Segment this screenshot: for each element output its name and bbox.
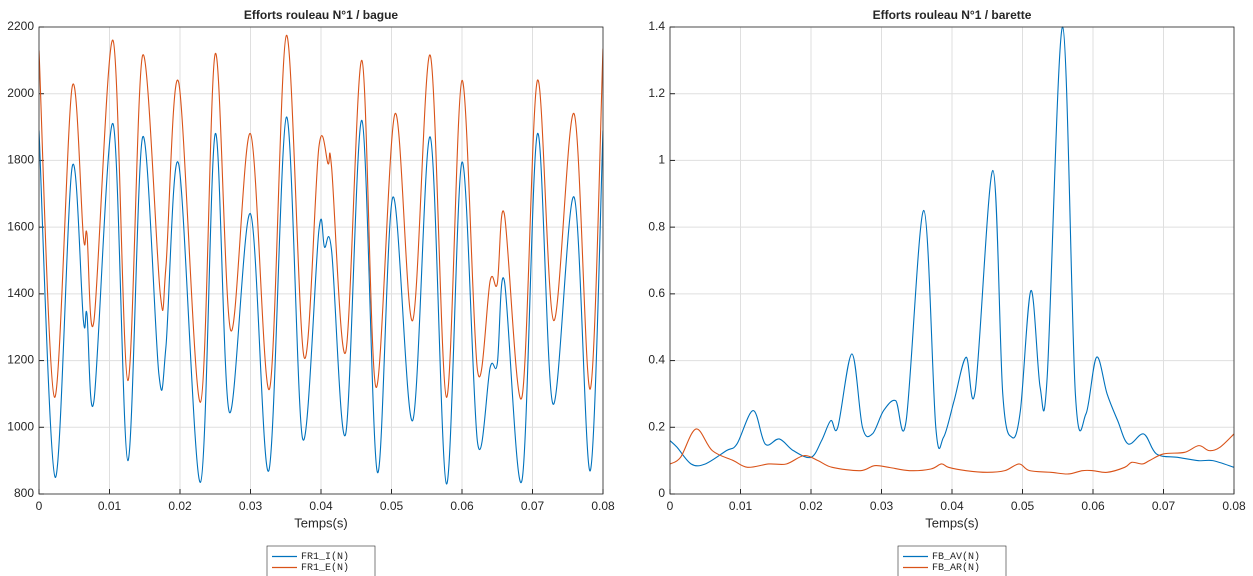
legend-label: FR1_I(N) <box>301 551 349 563</box>
series-line <box>39 34 603 403</box>
x-tick-label: 0.06 <box>1081 499 1105 513</box>
legend-label: FB_AV(N) <box>932 551 980 563</box>
y-tick-label: 1000 <box>7 419 34 433</box>
legend <box>266 545 376 576</box>
axes-frame <box>669 26 1235 495</box>
y-tick-label: 1800 <box>7 153 34 167</box>
x-tick-label: 0.06 <box>450 499 474 513</box>
series-line <box>670 428 1234 475</box>
chart-title: Efforts rouleau N°1 / barette <box>873 8 1032 22</box>
x-tick-label: 0 <box>36 499 43 513</box>
series-line <box>670 26 1234 468</box>
x-tick-label: 0.08 <box>1222 499 1246 513</box>
chart: 0 0.01 0.02 0.03 0.04 0.05 0.06 0.07 0.08 800 1000… <box>7 8 615 576</box>
x-axis-label: Temps(s) <box>925 515 978 530</box>
chart: 0 0.01 0.02 0.03 0.04 0.05 0.06 0.07 0.08 0 0.2 0.4… <box>648 8 1246 576</box>
y-tick-label: 1400 <box>7 286 34 300</box>
y-tick-label: 0.2 <box>648 419 665 433</box>
y-tick-label: 1.4 <box>648 19 665 33</box>
axes-frame <box>38 26 604 495</box>
x-tick-label: 0.03 <box>239 499 263 513</box>
x-tick-label: 0.02 <box>168 499 192 513</box>
x-tick-label: 0.02 <box>799 499 823 513</box>
x-axis-label: Temps(s) <box>294 515 347 530</box>
x-tick-label: 0 <box>667 499 674 513</box>
x-tick-label: 0.07 <box>1152 499 1176 513</box>
legend <box>897 545 1007 576</box>
y-tick-label: 1.2 <box>648 86 665 100</box>
y-tick-label: 1200 <box>7 353 34 367</box>
x-tick-label: 0.07 <box>521 499 545 513</box>
chart-title: Efforts rouleau N°1 / bague <box>244 8 398 22</box>
x-tick-label: 0.05 <box>380 499 404 513</box>
y-tick-label: 2200 <box>7 19 34 33</box>
y-tick-label: 0.6 <box>648 286 665 300</box>
y-tick-label: 0.8 <box>648 219 665 233</box>
x-tick-label: 0.03 <box>870 499 894 513</box>
series-line <box>39 116 603 485</box>
x-tick-label: 0.01 <box>98 499 122 513</box>
x-tick-label: 0.04 <box>940 499 964 513</box>
x-tick-label: 0.04 <box>309 499 333 513</box>
x-tick-label: 0.01 <box>729 499 753 513</box>
x-tick-label: 0.05 <box>1011 499 1035 513</box>
y-tick-label: 0 <box>658 486 665 500</box>
x-tick-label: 0.08 <box>591 499 615 513</box>
y-tick-label: 1 <box>658 153 665 167</box>
legend-label: FR1_E(N) <box>301 562 349 574</box>
y-tick-label: 0.4 <box>648 353 665 367</box>
y-tick-label: 1600 <box>7 219 34 233</box>
y-tick-label: 800 <box>14 486 34 500</box>
legend-label: FB_AR(N) <box>932 562 980 574</box>
y-tick-label: 2000 <box>7 86 34 100</box>
